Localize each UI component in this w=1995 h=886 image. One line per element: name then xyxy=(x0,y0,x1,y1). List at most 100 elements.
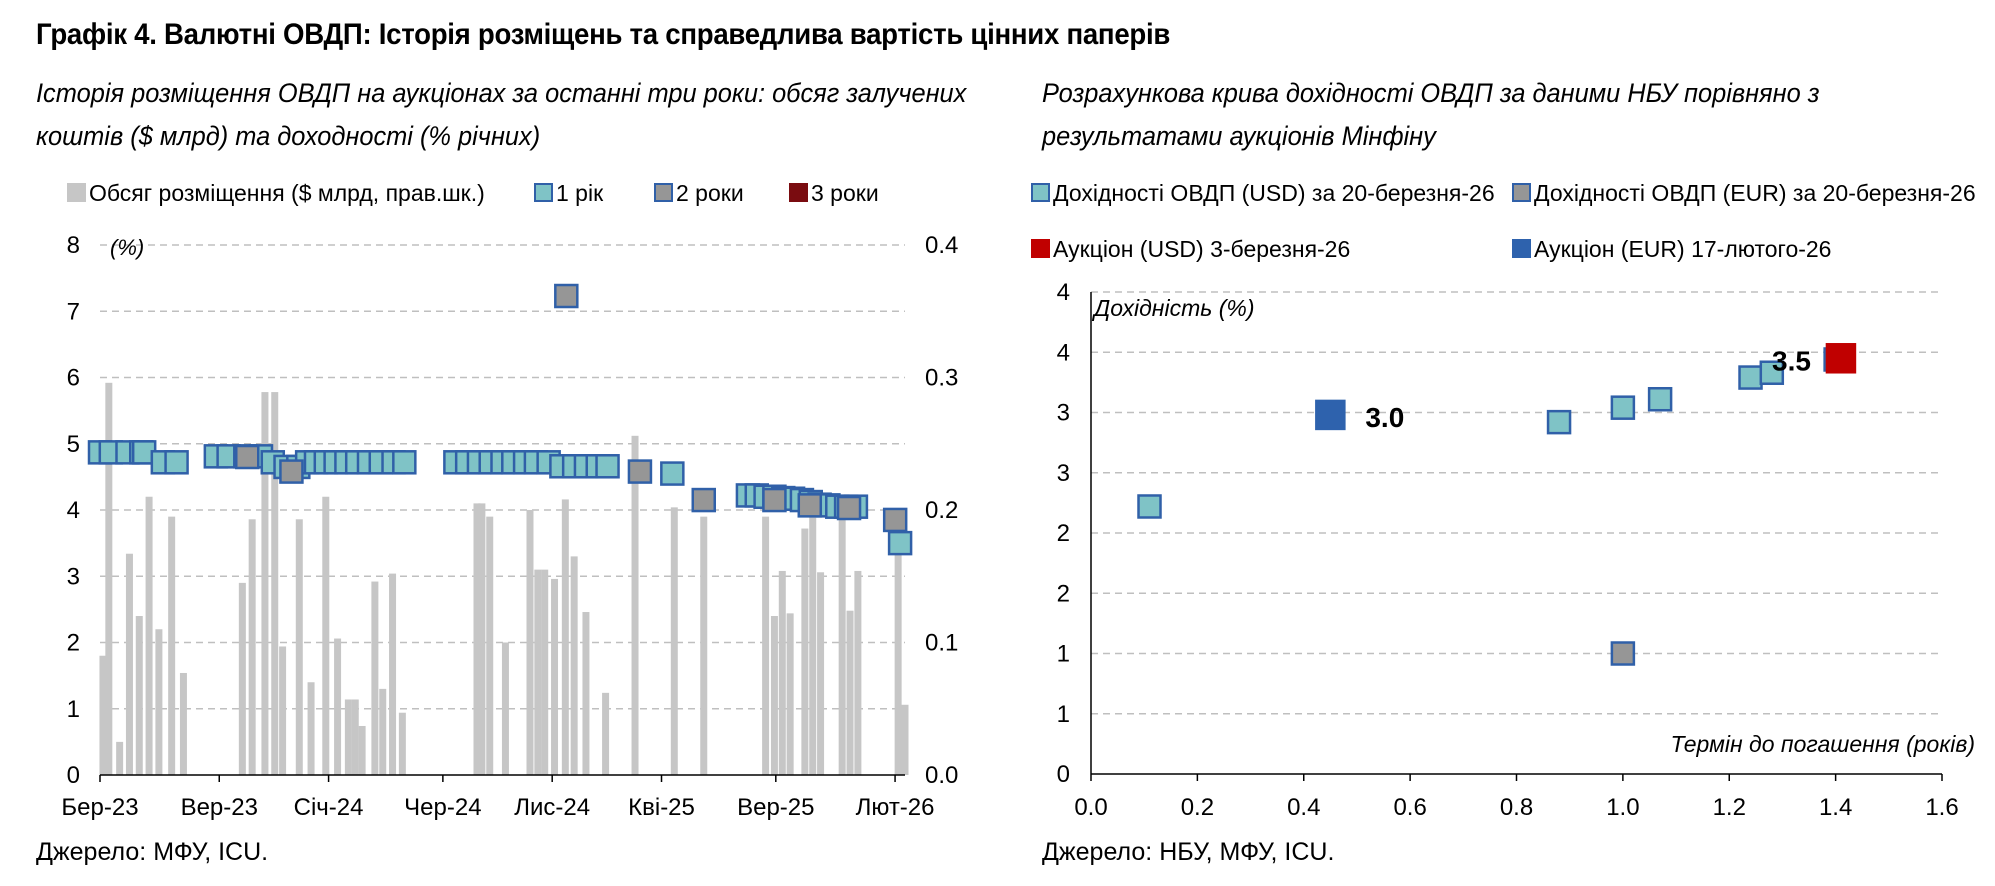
y-tick-label: 3 xyxy=(1057,400,1070,427)
yield-point-gray xyxy=(279,459,304,484)
volume-bar xyxy=(358,725,366,775)
volume-bar xyxy=(371,581,379,775)
yield-point-gray xyxy=(797,493,823,518)
volume-bar xyxy=(379,688,387,775)
legend-label: 2 роки xyxy=(676,180,744,206)
legend-label: Дохідності ОВДП (USD) за 20-березня-26 xyxy=(1053,180,1495,206)
volume-bar xyxy=(307,682,315,775)
right-subtitle-line2: результатами аукціонів Мінфіну xyxy=(1042,121,1436,151)
yield-point-gray xyxy=(627,459,653,484)
volume-bar xyxy=(582,612,590,775)
legend-marker xyxy=(654,183,673,202)
volume-bar xyxy=(817,572,825,775)
yield-point-gray xyxy=(882,507,908,533)
right-chart-subtitle: Розрахункова крива дохідності ОВДП за да… xyxy=(1042,72,1820,158)
volume-bar xyxy=(351,699,359,775)
x-tick-label: Лют-26 xyxy=(856,794,935,821)
yield-point-teal xyxy=(1759,360,1785,385)
yield-point-gray xyxy=(1610,641,1636,666)
yield-point-gray xyxy=(554,283,579,309)
volume-bar xyxy=(570,556,578,775)
left-source-note: Джерело: МФУ, ICU. xyxy=(36,838,269,866)
y-tick-label: 2 xyxy=(1057,580,1070,607)
legend-label: Аукціон (USD) 3-березня-26 xyxy=(1053,236,1350,262)
volume-bar xyxy=(398,712,406,775)
data-label: 3.0 xyxy=(1365,402,1404,433)
volume-bar xyxy=(551,578,559,775)
y-left-tick-label: 0 xyxy=(67,762,80,789)
y-right-tick-label: 0.2 xyxy=(925,497,958,524)
volume-bar xyxy=(238,582,246,775)
y-right-tick-label: 0.4 xyxy=(925,232,958,259)
y-left-tick-label: 3 xyxy=(67,563,80,590)
volume-bar xyxy=(155,629,163,775)
yield-point-gray xyxy=(691,487,716,513)
x-tick-label: Кві-25 xyxy=(628,794,695,821)
volume-bar xyxy=(334,638,342,775)
right-source-note: Джерело: НБУ, МФУ, ICU. xyxy=(1042,838,1335,866)
volume-bar xyxy=(534,569,542,775)
volume-bar xyxy=(145,496,153,775)
y-left-tick-label: 1 xyxy=(67,696,80,723)
x-axis-title: Термін до погашення (років) xyxy=(1670,731,1975,757)
volume-bar xyxy=(501,642,509,775)
x-tick-label: 0.0 xyxy=(1074,794,1107,821)
x-tick-label: 0.4 xyxy=(1287,794,1320,821)
x-tick-label: Січ-24 xyxy=(294,794,364,821)
volume-bar xyxy=(846,610,854,775)
legend-label: Аукціон (EUR) 17-лютого-26 xyxy=(1534,236,1831,262)
legend-label: 1 рік xyxy=(556,180,604,206)
volume-bar xyxy=(901,704,909,775)
y-tick-label: 4 xyxy=(1057,279,1070,306)
volume-bar xyxy=(670,507,678,775)
data-label: 3.5 xyxy=(1772,345,1811,376)
y-unit-label: (%) xyxy=(110,235,144,260)
legend-label: Дохідності ОВДП (EUR) за 20-березня-26 xyxy=(1534,180,1976,206)
x-tick-label: Чер-24 xyxy=(404,794,481,821)
yield-point-gray xyxy=(762,487,787,513)
volume-bar xyxy=(602,692,610,775)
volume-bar xyxy=(125,553,133,775)
yield-point-gray xyxy=(836,495,862,521)
volume-bar xyxy=(322,496,330,775)
volume-bar xyxy=(801,528,809,775)
legend-label: 3 роки xyxy=(811,180,879,206)
yield-point-teal xyxy=(164,450,189,475)
volume-bar xyxy=(770,616,778,775)
y-right-tick-label: 0.0 xyxy=(925,762,958,789)
x-tick-label: Лис-24 xyxy=(514,794,590,821)
y-right-tick-label: 0.1 xyxy=(925,630,958,657)
volume-bar xyxy=(631,435,639,775)
x-tick-label: Вер-23 xyxy=(181,794,258,821)
yield-point-teal xyxy=(660,461,685,486)
volume-bar xyxy=(389,573,397,775)
x-tick-label: 0.2 xyxy=(1181,794,1214,821)
yield-point-gray xyxy=(235,444,260,470)
yield-point-teal xyxy=(1738,365,1763,390)
volume-bar xyxy=(778,570,786,775)
y-tick-label: 1 xyxy=(1057,701,1070,728)
volume-bar xyxy=(248,519,256,775)
left-chart-subtitle: Історія розміщення ОВДП на аукціонах за … xyxy=(36,72,966,158)
volume-bar xyxy=(135,616,143,775)
right-subtitle-line1: Розрахункова крива дохідності ОВДП за да… xyxy=(1042,78,1820,108)
yield-point-red xyxy=(1825,343,1857,374)
yield-point-teal xyxy=(1647,386,1673,412)
legend-marker xyxy=(534,183,553,202)
y-left-tick-label: 5 xyxy=(67,431,80,458)
y-left-tick-label: 7 xyxy=(67,298,80,325)
yield-point-teal xyxy=(1610,395,1636,420)
volume-bar xyxy=(271,392,279,775)
volume-bar xyxy=(700,516,708,775)
y-left-tick-label: 2 xyxy=(67,630,80,657)
x-tick-label: 0.8 xyxy=(1500,794,1533,821)
volume-bar xyxy=(261,392,269,775)
y-tick-label: 3 xyxy=(1057,460,1070,487)
y-tick-label: 0 xyxy=(1057,761,1070,788)
legend-marker xyxy=(789,183,808,202)
volume-bar xyxy=(854,570,862,775)
volume-bar xyxy=(105,382,113,775)
x-tick-label: 1.0 xyxy=(1606,794,1639,821)
